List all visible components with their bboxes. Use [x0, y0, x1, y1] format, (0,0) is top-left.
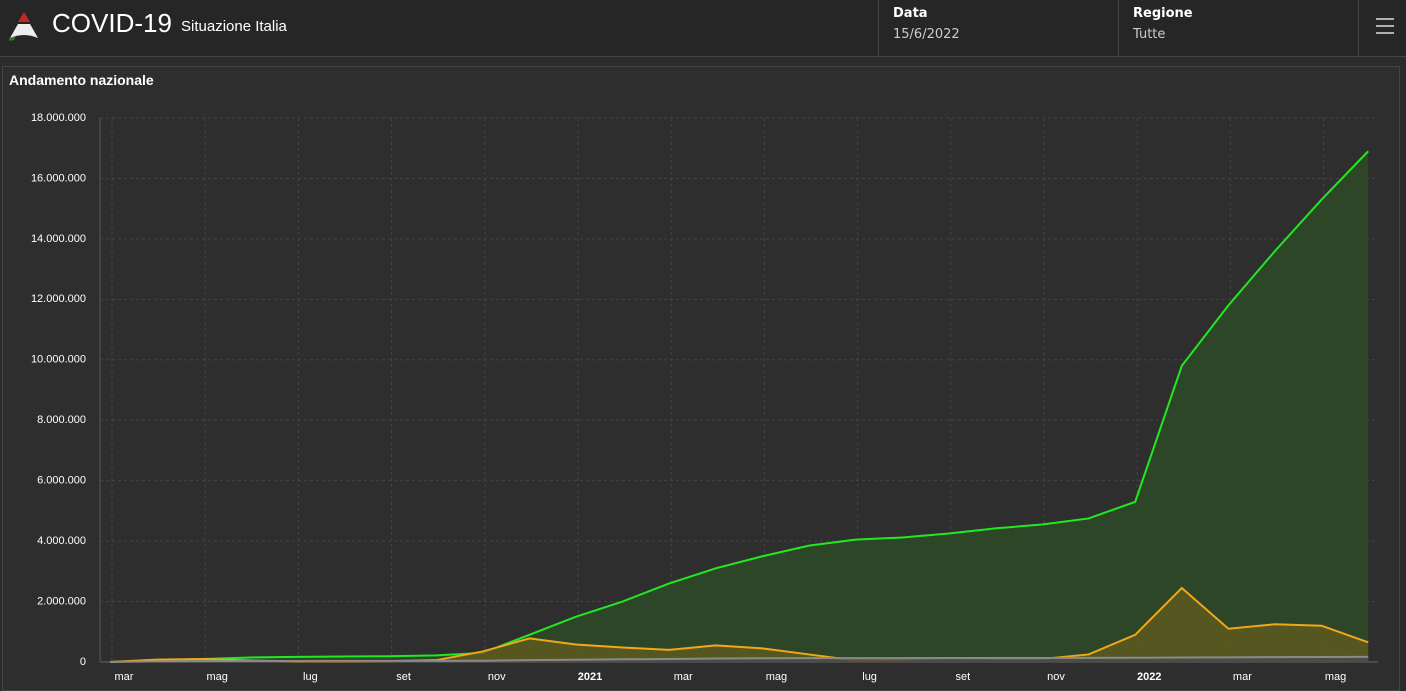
app-subtitle: Situazione Italia	[181, 18, 287, 35]
menu-icon	[1376, 18, 1394, 34]
x-tick-label: mar	[674, 671, 693, 683]
x-tick-label: 2022	[1137, 671, 1161, 683]
x-tick-label: nov	[488, 671, 506, 683]
date-value: 15/6/2022	[893, 27, 960, 42]
region-filter[interactable]: Regione Tutte	[1118, 0, 1359, 56]
y-tick-label: 12.000.000	[31, 293, 86, 305]
region-value: Tutte	[1133, 27, 1166, 42]
y-tick-label: 16.000.000	[31, 172, 86, 184]
line	[109, 150, 1369, 663]
x-tick-label: 2021	[578, 671, 602, 683]
region-label: Regione	[1133, 6, 1193, 21]
x-tick-label: set	[955, 671, 970, 683]
x-tick-label: set	[396, 671, 411, 683]
y-tick-label: 4.000.000	[37, 535, 86, 547]
date-label: Data	[893, 6, 928, 21]
y-tick-label: 14.000.000	[31, 233, 86, 245]
date-filter[interactable]: Data 15/6/2022	[878, 0, 1119, 56]
y-tick-label: 2.000.000	[37, 595, 86, 607]
x-tick-label: mag	[1325, 671, 1346, 683]
y-tick-label: 6.000.000	[37, 475, 86, 487]
x-tick-label: lug	[303, 671, 318, 683]
app-title: COVID-19	[52, 8, 172, 38]
line	[109, 655, 1369, 663]
y-tick-label: 8.000.000	[37, 414, 86, 426]
logo	[8, 12, 38, 41]
x-tick-label: mag	[206, 671, 227, 683]
menu-button[interactable]	[1358, 0, 1406, 56]
y-tick-label: 10.000.000	[31, 354, 86, 366]
header: COVID-19 Situazione Italia Data 15/6/202…	[0, 0, 1406, 57]
chart-title: Andamento nazionale	[9, 72, 154, 88]
x-tick-label: mag	[766, 671, 787, 683]
y-tick-label: 0	[80, 656, 86, 668]
x-tick-label: nov	[1047, 671, 1065, 683]
y-tick-label: 18.000.000	[31, 112, 86, 124]
x-tick-label: lug	[862, 671, 877, 683]
x-tick-label: mar	[1233, 671, 1252, 683]
area	[110, 151, 1369, 662]
x-tick-label: mar	[115, 671, 134, 683]
